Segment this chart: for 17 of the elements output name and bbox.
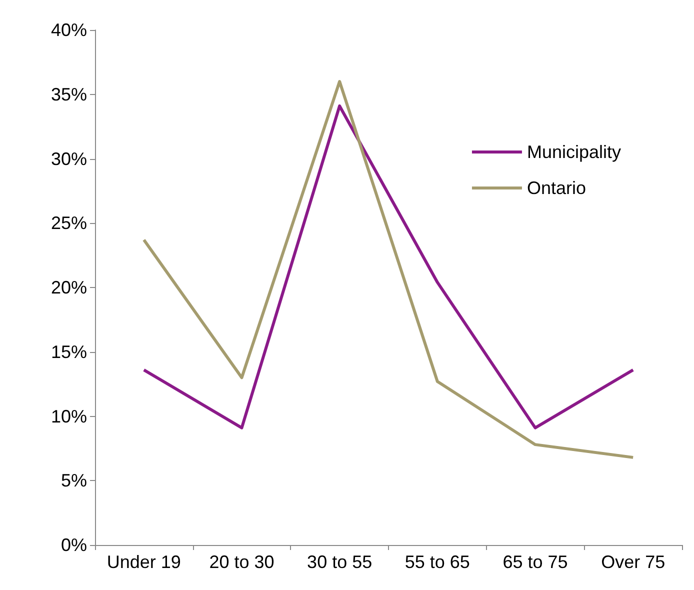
y-tick-label: 40% [50,20,87,40]
y-tick-label: 15% [50,342,87,362]
y-tick-label: 0% [60,535,87,555]
legend-label: Ontario [526,178,586,198]
y-tick-label: 20% [50,278,87,298]
y-tick-label: 25% [50,213,87,234]
x-tick-label: Under 19 [106,552,181,572]
x-tick-label: 20 to 30 [209,552,274,572]
legend-label: Municipality [526,142,622,162]
x-tick-label: Over 75 [601,552,666,572]
x-tick-label: 55 to 65 [404,552,470,572]
x-tick-label: 65 to 75 [502,552,568,572]
y-tick-label: 5% [60,470,87,491]
y-tick-label: 35% [50,84,87,104]
y-tick-label: 30% [50,148,87,169]
y-tick-label: 10% [50,406,87,426]
x-tick-label: 30 to 55 [307,552,372,572]
